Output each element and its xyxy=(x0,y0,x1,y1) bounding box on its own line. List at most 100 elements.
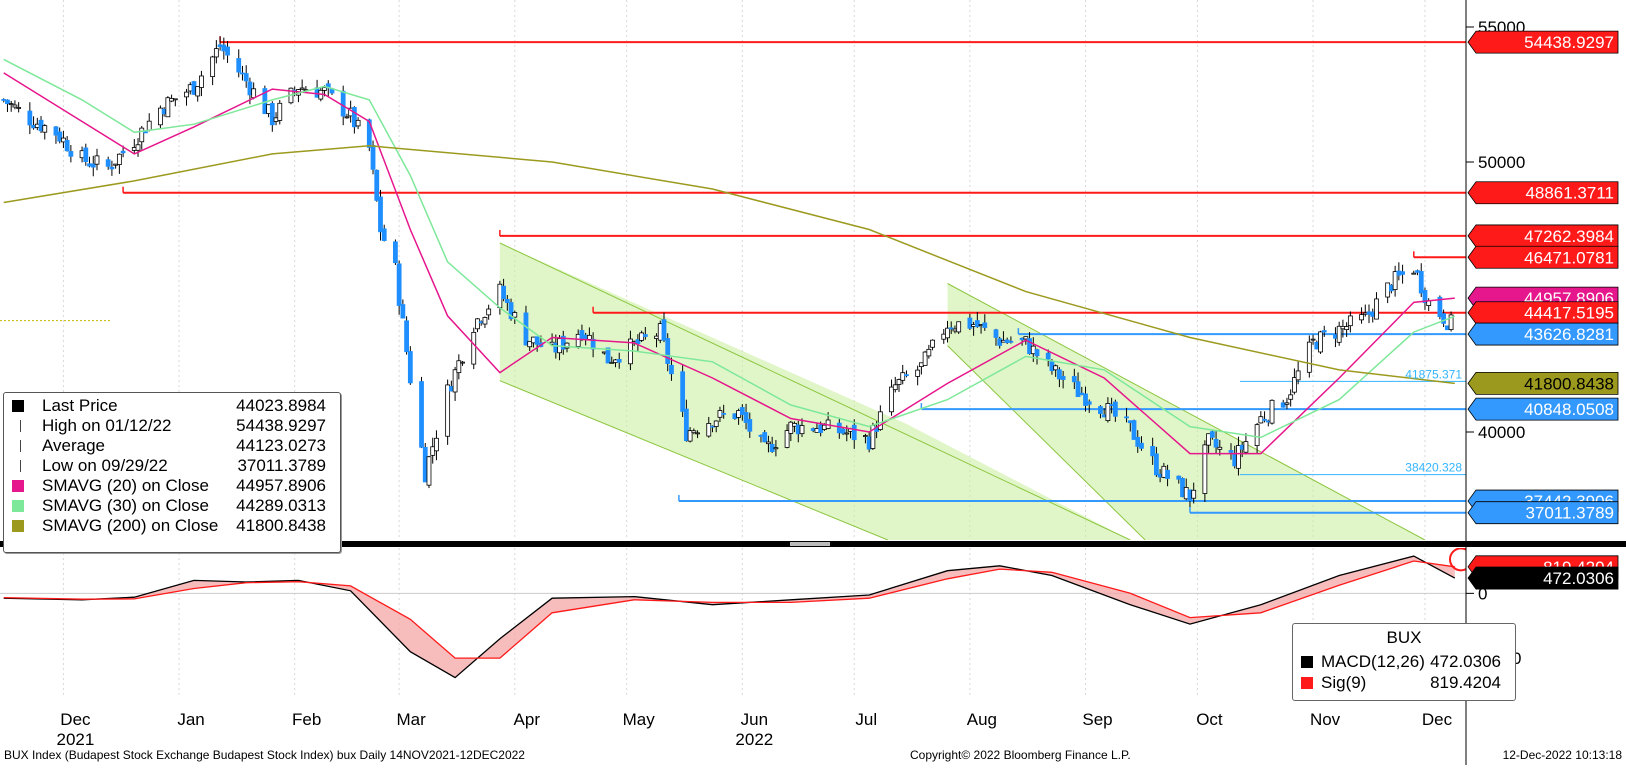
price-panel xyxy=(0,0,1466,540)
candle-body xyxy=(1105,403,1111,421)
candle-body xyxy=(213,48,219,58)
candle-body xyxy=(64,139,70,152)
candle-body xyxy=(1306,341,1312,373)
candle-body xyxy=(195,86,201,97)
candle-body xyxy=(471,331,477,365)
legend-label: Sig(9) xyxy=(1321,673,1367,692)
legend-value: 37011.3789 xyxy=(237,456,326,475)
candle-body xyxy=(1165,469,1170,479)
candle-body xyxy=(508,302,514,320)
candle-body xyxy=(277,102,283,121)
candle-body xyxy=(374,169,380,201)
candle-body xyxy=(269,103,275,126)
candle-body xyxy=(184,91,189,98)
footer-copyright: Copyright© 2022 Bloomberg Finance L.P. xyxy=(910,748,1131,762)
legend-swatch xyxy=(20,460,27,472)
legend-row: SMAVG (20) on Close 44957.8906 xyxy=(10,476,336,496)
candle-body xyxy=(1034,349,1040,357)
candle-body xyxy=(1056,369,1062,380)
price-tag-text: 47262.3984 xyxy=(1524,227,1614,246)
candle-body xyxy=(683,408,689,442)
candle-body xyxy=(1243,441,1249,453)
candle-body xyxy=(1269,399,1275,424)
candle-body xyxy=(419,381,424,448)
legend-row: SMAVG (30) on Close 44289.0313 xyxy=(10,496,336,516)
candle-body xyxy=(8,103,14,106)
candle-body xyxy=(1280,402,1286,408)
fib-label: 38420.328 xyxy=(1405,461,1462,475)
candle-body xyxy=(404,320,410,353)
candle-body xyxy=(1392,271,1398,290)
macd-tag-text: 472.0306 xyxy=(1543,569,1614,588)
candle-body xyxy=(452,369,458,393)
candle-body xyxy=(504,298,510,303)
candle-body xyxy=(109,166,115,170)
candle-body xyxy=(1053,365,1059,371)
candle-body xyxy=(146,120,152,131)
x-tick-label: Jul xyxy=(855,710,877,729)
fib-label: 41875.371 xyxy=(1405,367,1462,381)
legend-swatch xyxy=(12,520,24,532)
candle-body xyxy=(1347,315,1353,327)
candle-body xyxy=(243,73,249,82)
candle-body xyxy=(1262,418,1267,421)
candle-body xyxy=(5,99,10,105)
candle-body xyxy=(945,327,950,339)
candle-body xyxy=(135,144,141,151)
candle-body xyxy=(42,125,48,133)
candle-body xyxy=(900,372,906,381)
price-legend: Last Price 44023.8984 High on 01/12/22 5443… xyxy=(3,392,341,553)
legend-value: 44123.0273 xyxy=(236,436,326,455)
legend-row: SMAVG (200) on Close 41800.8438 xyxy=(10,516,336,536)
candle-body xyxy=(322,87,327,91)
x-tick-label: Jan xyxy=(177,710,204,729)
candle-body xyxy=(1206,433,1212,446)
candle-body xyxy=(661,319,667,341)
legend-swatch xyxy=(20,420,27,432)
legend-swatch xyxy=(12,400,24,412)
highlight-circle xyxy=(1449,548,1466,572)
footer-timestamp: 12-Dec-2022 10:13:18 xyxy=(1502,748,1622,762)
candle-body xyxy=(1374,298,1379,320)
candle-body xyxy=(1124,416,1129,419)
candle-body xyxy=(1071,376,1077,383)
candle-body xyxy=(396,263,402,306)
legend-value: 819.4204 xyxy=(1430,673,1501,692)
candle-body xyxy=(616,358,622,363)
candle-body xyxy=(475,318,480,330)
price-tag-text: 40848.0508 xyxy=(1524,400,1614,419)
candle-body xyxy=(1321,330,1327,333)
candle-body xyxy=(687,430,693,442)
candle-body xyxy=(892,384,898,391)
legend-value: 54438.9297 xyxy=(236,416,326,435)
candle-body xyxy=(896,379,902,385)
legend-value: 41800.8438 xyxy=(236,516,326,535)
candle-body xyxy=(1236,445,1241,469)
legend-label: SMAVG (30) on Close xyxy=(42,496,209,515)
candle-body xyxy=(680,371,686,412)
candle-body xyxy=(1191,489,1197,499)
candle-body xyxy=(762,432,768,443)
price-tag xyxy=(1467,501,1619,525)
macd-tag xyxy=(1467,566,1619,590)
candle-body xyxy=(1150,445,1156,457)
legend-value: 44289.0313 xyxy=(236,496,326,515)
legend-row: Low on 09/29/22 37011.3789 xyxy=(10,456,336,476)
price-tag-text: 46471.0781 xyxy=(1524,248,1614,267)
candle-body xyxy=(407,351,413,384)
candle-body xyxy=(210,56,216,78)
price-tag-text: 41800.8438 xyxy=(1524,374,1614,393)
candle-body xyxy=(344,116,350,119)
macd-histogram-area xyxy=(3,556,1455,678)
candle-body xyxy=(1292,377,1297,393)
candle-body xyxy=(1284,402,1290,405)
legend-swatch xyxy=(12,500,24,512)
candle-body xyxy=(926,348,932,357)
legend-row: Average 44123.0273 xyxy=(10,436,336,456)
candle-body xyxy=(877,411,883,430)
price-tag-text: 54438.9297 xyxy=(1524,33,1614,52)
candle-body xyxy=(460,361,465,364)
candle-body xyxy=(713,420,719,427)
candle-body xyxy=(120,150,126,154)
